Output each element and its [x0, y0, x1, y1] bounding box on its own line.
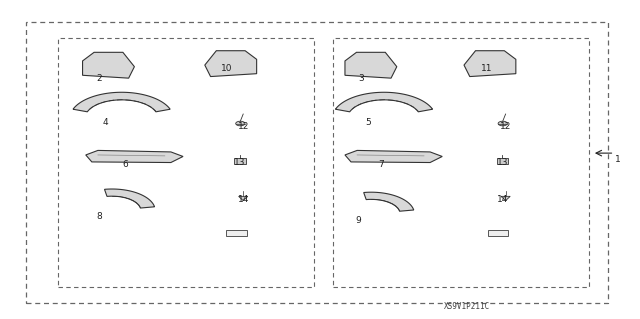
PathPatch shape	[73, 92, 170, 112]
Text: 1: 1	[615, 155, 620, 164]
Text: 14: 14	[237, 195, 249, 204]
Text: 7: 7	[378, 160, 383, 169]
Polygon shape	[464, 51, 516, 77]
Polygon shape	[345, 151, 442, 163]
Text: 13: 13	[497, 158, 508, 167]
Text: 6: 6	[122, 160, 127, 169]
Text: 9: 9	[356, 216, 361, 225]
Polygon shape	[239, 196, 248, 201]
PathPatch shape	[104, 189, 154, 208]
Text: 11: 11	[481, 64, 492, 73]
Text: 5: 5	[365, 118, 371, 127]
Polygon shape	[501, 196, 510, 201]
Text: 2: 2	[97, 74, 102, 83]
Text: 14: 14	[497, 195, 508, 204]
Text: 4: 4	[103, 118, 108, 127]
PathPatch shape	[335, 92, 433, 112]
Bar	[227, 230, 247, 236]
Bar	[234, 158, 246, 164]
Text: 10: 10	[221, 64, 233, 73]
Polygon shape	[345, 52, 397, 78]
Polygon shape	[83, 52, 134, 78]
PathPatch shape	[364, 192, 413, 211]
Bar	[488, 230, 508, 236]
Circle shape	[498, 121, 508, 126]
Text: 13: 13	[234, 158, 246, 167]
Text: XS9V1P211C: XS9V1P211C	[444, 302, 490, 311]
Bar	[497, 158, 508, 164]
Polygon shape	[86, 151, 183, 163]
Text: 12: 12	[500, 122, 511, 130]
Text: 8: 8	[97, 212, 102, 221]
Text: 3: 3	[359, 74, 364, 83]
Text: 12: 12	[237, 122, 249, 130]
Circle shape	[236, 121, 245, 126]
Polygon shape	[205, 51, 257, 77]
